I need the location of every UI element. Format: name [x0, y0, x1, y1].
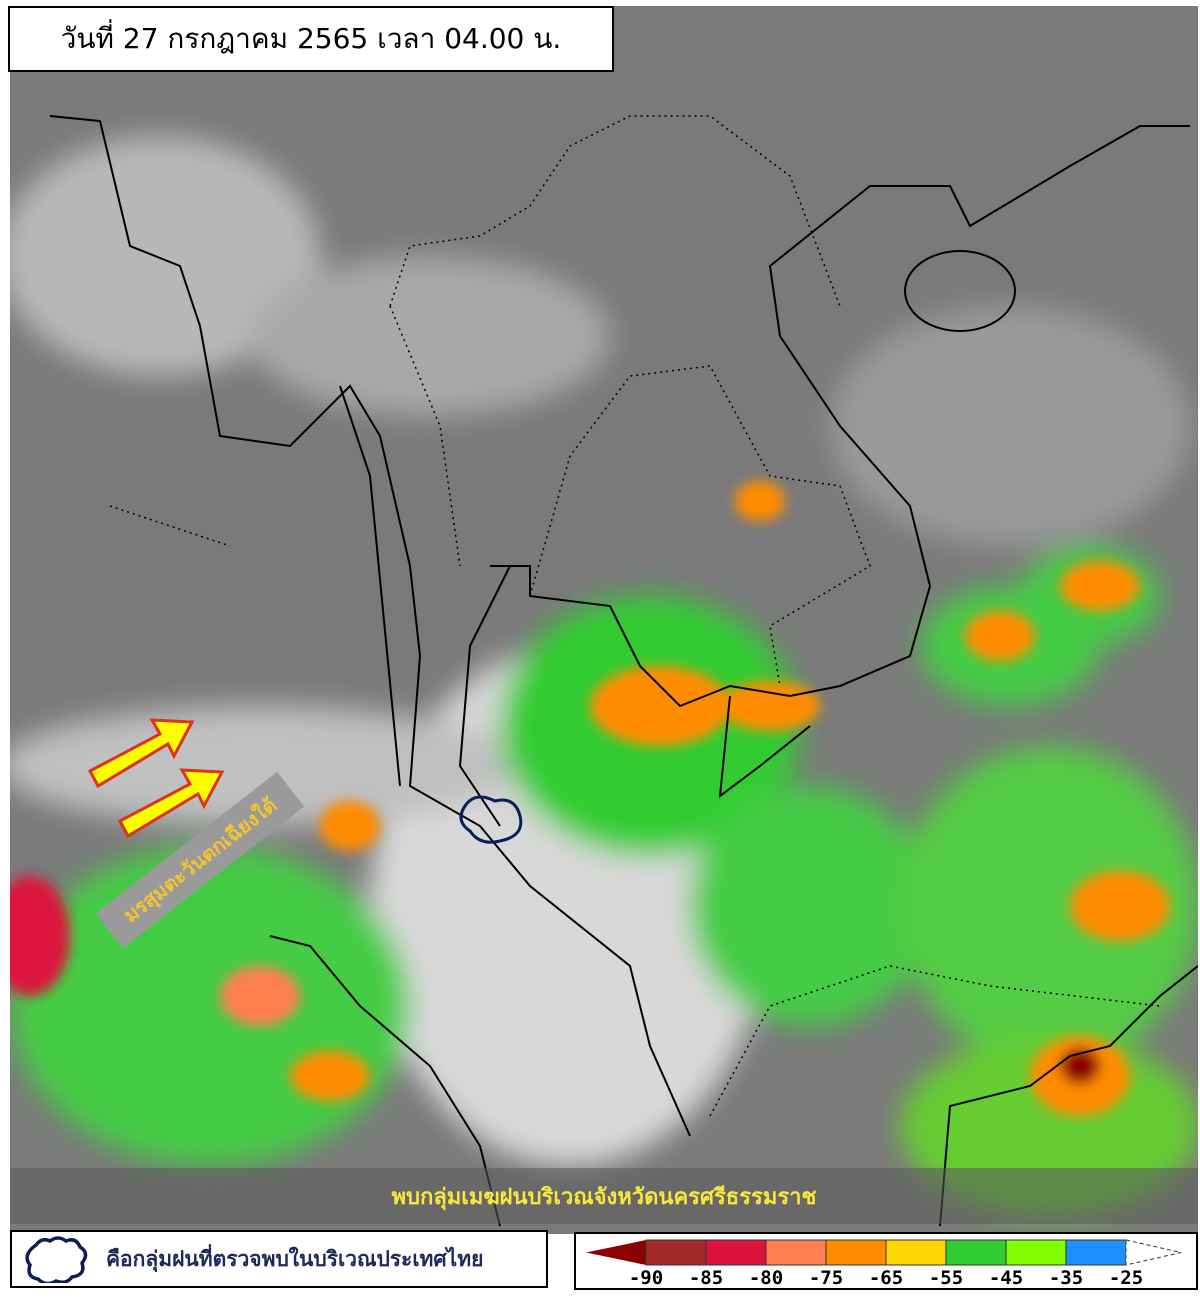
colorbar-arrow-high: [1125, 1239, 1182, 1266]
date-time-title: วันที่ 27 กรกฎาคม 2565 เวลา 04.00 น.: [8, 6, 614, 72]
colorbar-tick-label: -25: [1109, 1267, 1143, 1288]
temperature-colorbar: -90 -85 -80 -75 -65 -55 -45 -35 -25: [574, 1232, 1198, 1290]
colorbar-tick-label: -45: [989, 1267, 1023, 1288]
colorbar-arrow-low: [586, 1240, 646, 1265]
rain-cluster-outline: [459, 795, 523, 844]
colorbar-tick-label: -80: [749, 1267, 783, 1288]
cloud-cover: [10, 136, 1198, 1216]
colorbar-segment: [945, 1239, 1007, 1266]
colorbar-tick-label: -65: [869, 1267, 903, 1288]
legend-text: คือกลุ่มฝนที่ตรวจพบในบริเวณประเทศไทย: [106, 1246, 484, 1271]
satellite-map: [10, 6, 1198, 1234]
colorbar-tick-label: -35: [1049, 1267, 1083, 1288]
cloud-outline-icon: [25, 1236, 88, 1283]
colorbar-segment: [885, 1239, 947, 1266]
borders: [109, 115, 1161, 1117]
rain-cluster-legend: คือกลุ่มฝนที่ตรวจพบในบริเวณประเทศไทย: [10, 1230, 548, 1288]
colorbar-segment: [1005, 1239, 1067, 1266]
monsoon-arrows: [87, 718, 225, 839]
colorbar-segment: [825, 1239, 887, 1266]
colorbar-tick-label: -75: [809, 1267, 843, 1288]
rain-cluster-banner: พบกลุ่มเมฆฝนบริเวณจังหวัดนครศรีธรรมราช: [10, 1168, 1198, 1224]
colorbar-tick-label: -90: [629, 1267, 663, 1288]
colorbar-segment: [1065, 1239, 1127, 1266]
colorbar-segment: [705, 1239, 767, 1266]
colorbar-segment: [645, 1239, 707, 1266]
colorbar-tick-label: -85: [689, 1267, 723, 1288]
storm-cores: [10, 481, 1170, 1116]
colorbar-tick-label: -55: [929, 1267, 963, 1288]
colorbar-segment: [765, 1239, 827, 1266]
